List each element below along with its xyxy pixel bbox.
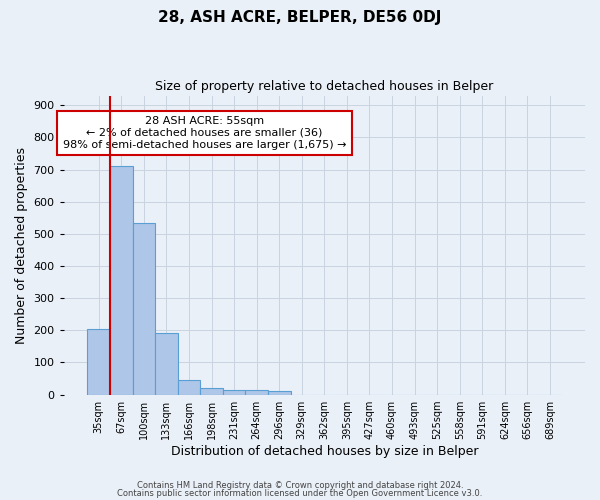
- Bar: [223, 390, 245, 394]
- Text: 28, ASH ACRE, BELPER, DE56 0DJ: 28, ASH ACRE, BELPER, DE56 0DJ: [158, 10, 442, 25]
- Bar: [178, 380, 200, 394]
- Text: Contains public sector information licensed under the Open Government Licence v3: Contains public sector information licen…: [118, 488, 482, 498]
- Bar: [88, 329, 110, 394]
- Y-axis label: Number of detached properties: Number of detached properties: [15, 146, 28, 344]
- Bar: [133, 222, 155, 394]
- Text: Contains HM Land Registry data © Crown copyright and database right 2024.: Contains HM Land Registry data © Crown c…: [137, 481, 463, 490]
- Bar: [245, 390, 268, 394]
- X-axis label: Distribution of detached houses by size in Belper: Distribution of detached houses by size …: [170, 444, 478, 458]
- Text: 28 ASH ACRE: 55sqm
← 2% of detached houses are smaller (36)
98% of semi-detached: 28 ASH ACRE: 55sqm ← 2% of detached hous…: [63, 116, 346, 150]
- Title: Size of property relative to detached houses in Belper: Size of property relative to detached ho…: [155, 80, 493, 93]
- Bar: [268, 392, 290, 394]
- Bar: [200, 388, 223, 394]
- Bar: [155, 332, 178, 394]
- Bar: [110, 166, 133, 394]
